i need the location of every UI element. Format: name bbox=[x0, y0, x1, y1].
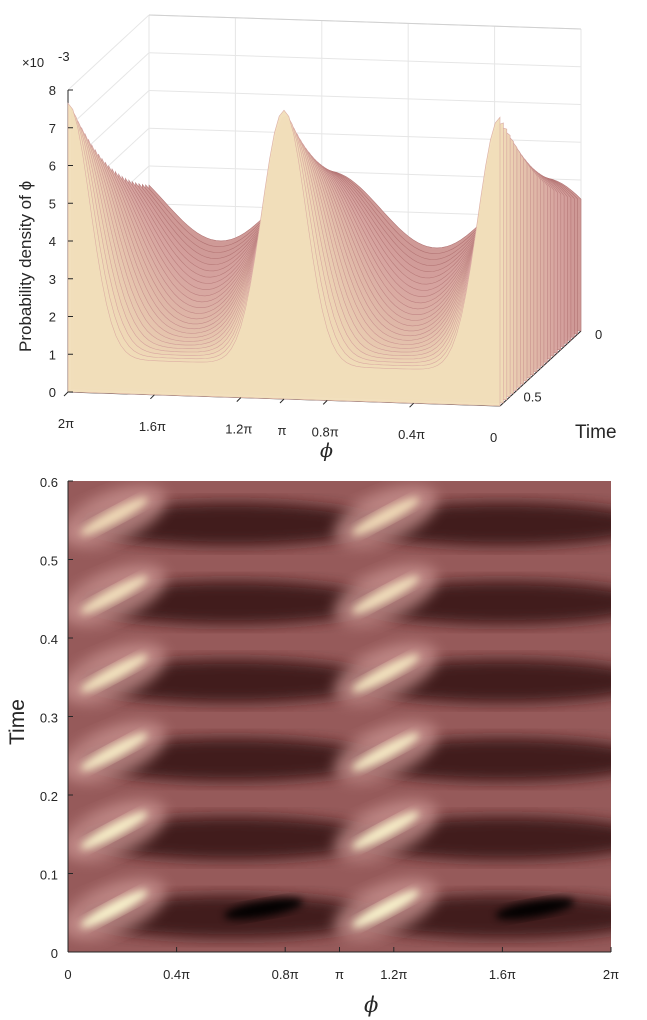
bright-band bbox=[351, 889, 420, 928]
dark-minimum bbox=[224, 898, 303, 920]
z-tick-label: 7 bbox=[49, 121, 56, 136]
heatmap-x-tick-label: 1.2π bbox=[380, 967, 407, 982]
heatmap-axes: 0 0.4π 0.8π π 1.2π 1.6π 2π 0 0.1 0.2 0.3 0.4 0.5 0.6 bbox=[40, 475, 619, 982]
time-tick-label: 0 bbox=[595, 327, 602, 342]
surface-tick-labels: ×10 -3 0 1 2 3 4 5 6 7 8 2π 1.6π 1.2π π 0.8π 0.4π 0 0.5 0 bbox=[22, 49, 602, 445]
phi-tick-label: 1.2π bbox=[225, 422, 252, 437]
heatmap-x-tick-label: π bbox=[335, 967, 344, 982]
heatmap-y-tick-label: 0.2 bbox=[40, 789, 58, 804]
z-tick-label: 4 bbox=[49, 234, 56, 249]
bright-band bbox=[351, 575, 420, 614]
heatmap-x-tick-label: 2π bbox=[603, 967, 619, 982]
bright-band bbox=[80, 732, 148, 771]
time-origin-tick-label: 0 bbox=[490, 430, 497, 445]
phi-tick-mark bbox=[150, 394, 155, 400]
phi-tick-label: π bbox=[278, 423, 287, 438]
heatmap-x-tick-label: 1.6π bbox=[489, 967, 516, 982]
z-tick-label: 2 bbox=[49, 310, 56, 325]
heatmap-y-axis-label: Time bbox=[6, 699, 29, 745]
heatmap-plot: 0 0.4π 0.8π π 1.2π 1.6π 2π00.10.20.30.40.50.6 … bbox=[6, 475, 619, 1017]
bright-band bbox=[351, 811, 420, 850]
heatmap-x-tick-label: 0.8π bbox=[272, 967, 299, 982]
surface-time-label: Time bbox=[575, 422, 617, 443]
heatmap-x-axis-label: ϕ bbox=[364, 993, 378, 1017]
back-wall-gridline bbox=[148, 127, 582, 143]
phi-tick-label: 0.4π bbox=[398, 427, 425, 442]
bright-band bbox=[80, 575, 148, 614]
z-exponent-base: ×10 bbox=[22, 55, 44, 70]
phi-tick-mark bbox=[63, 391, 69, 397]
z-tick-label: 6 bbox=[49, 159, 56, 174]
heatmap-y-tick-label: 0.4 bbox=[40, 632, 58, 647]
phi-tick-mark bbox=[279, 398, 285, 404]
heatmap-x-tick-label: 0 bbox=[64, 967, 71, 982]
phi-tick-mark bbox=[322, 400, 328, 405]
side-wall-gridline bbox=[67, 52, 150, 129]
heatmap-y-tick-label: 0 bbox=[51, 946, 58, 961]
bright-band bbox=[80, 497, 148, 536]
heatmap-x-tick-label: 0.4π bbox=[163, 967, 190, 982]
heatmap-background bbox=[68, 481, 611, 952]
surface-phi-label: ϕ bbox=[320, 440, 333, 462]
dark-minimum bbox=[495, 898, 575, 920]
phi-tick-mark bbox=[236, 397, 242, 402]
surface-plot: ×10 -3 0 1 2 3 4 5 6 7 8 2π 1.6π 1.2π π 0.8π 0.4π 0 0.5 0 P… bbox=[16, 14, 617, 462]
box-edge bbox=[148, 14, 582, 30]
z-axis-label: Probability density of ϕ bbox=[16, 181, 35, 352]
phi-tick-label: 2π bbox=[58, 416, 74, 431]
phi-tick-label: 1.6π bbox=[139, 419, 166, 434]
bright-band bbox=[80, 889, 148, 928]
heatmap-y-tick-label: 0.5 bbox=[40, 554, 58, 569]
bright-band bbox=[351, 654, 420, 693]
bright-band bbox=[351, 732, 420, 771]
side-wall-gridline bbox=[67, 14, 150, 91]
z-tick-label: 1 bbox=[49, 347, 56, 362]
surface-mesh bbox=[67, 102, 582, 407]
surface-slice bbox=[67, 102, 501, 407]
z-tick-label: 8 bbox=[49, 83, 56, 98]
heatmap-y-tick-label: 0.1 bbox=[40, 868, 58, 883]
bright-band bbox=[80, 811, 148, 850]
heatmap-y-tick-label: 0.3 bbox=[40, 711, 58, 726]
back-wall-gridline bbox=[148, 90, 582, 105]
z-exponent-power: -3 bbox=[58, 49, 70, 64]
phi-tick-label: 0.8π bbox=[312, 424, 339, 439]
time-tick-label: 0.5 bbox=[524, 390, 542, 405]
z-tick-label: 5 bbox=[49, 196, 56, 211]
heatmap-field bbox=[68, 481, 611, 952]
back-wall-gridline bbox=[148, 52, 582, 68]
bright-band bbox=[351, 497, 420, 536]
phi-tick-mark bbox=[409, 402, 414, 408]
z-tick-label: 0 bbox=[49, 385, 56, 400]
heatmap-y-tick-label: 0.6 bbox=[40, 475, 58, 490]
z-tick-label: 3 bbox=[49, 272, 56, 287]
bright-band bbox=[80, 654, 148, 693]
